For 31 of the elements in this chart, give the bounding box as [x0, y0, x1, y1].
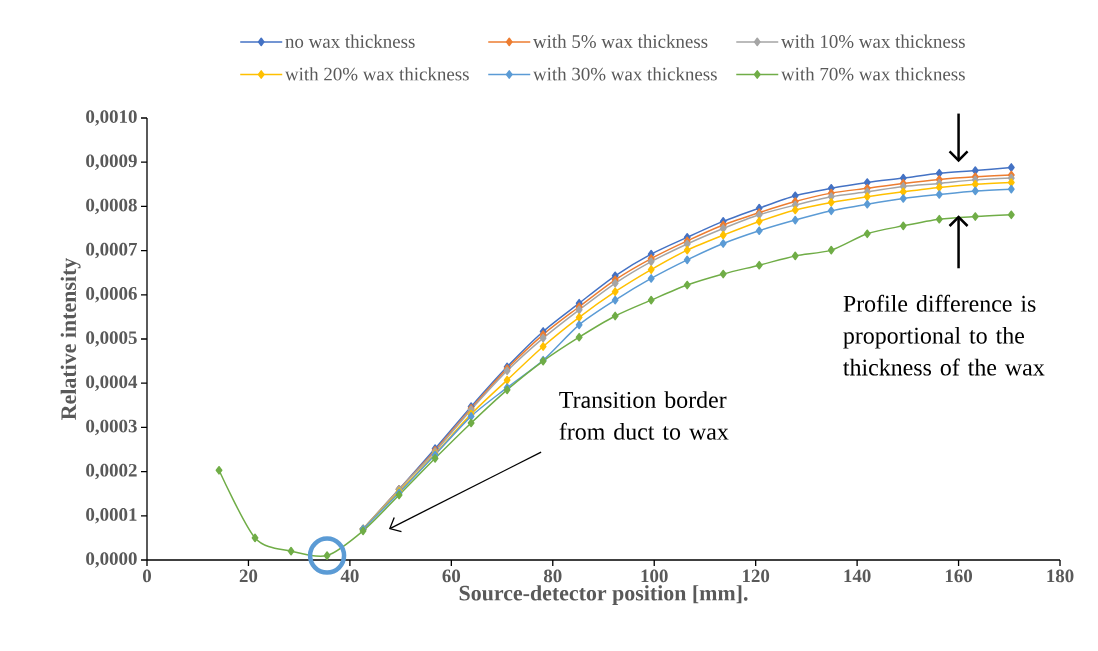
legend-label: no wax thickness: [285, 34, 415, 48]
legend-label: with 20% wax thickness: [284, 67, 469, 81]
annotation: Profile difference is proportional to the thickness of the wax: [843, 294, 1045, 376]
x-tick-label: 40: [340, 569, 359, 583]
annotation: Transition border from duct to wax: [559, 391, 729, 440]
y-tick-label: 0,0000: [86, 552, 137, 568]
x-tick-label: 100: [641, 569, 668, 583]
x-tick-label: 20: [239, 569, 258, 583]
y-tick-label: 0,0006: [86, 287, 137, 303]
y-tick-label: 0,0010: [86, 110, 137, 126]
legend-label: with 10% wax thickness: [781, 34, 965, 48]
y-tick-label: 0,0001: [86, 508, 137, 524]
y-tick-label: 0,0008: [86, 198, 137, 215]
legend-label: with 30% wax thickness: [533, 67, 717, 81]
x-tick-label: 180: [1047, 569, 1074, 583]
x-tick-label: 120: [742, 569, 770, 583]
x-tick-label: 0: [142, 569, 151, 583]
y-tick-label: 0,0003: [86, 419, 137, 436]
x-tick-label: 140: [844, 569, 871, 583]
y-tick-label: 0,0005: [86, 331, 137, 347]
y-tick-label: 0,0004: [86, 375, 138, 391]
y-tick-label: 0,0009: [86, 154, 137, 170]
x-tick-label: 160: [945, 569, 973, 583]
x-axis-title: Source-detector position [mm].: [459, 585, 748, 606]
x-tick-label: 60: [442, 569, 461, 583]
y-tick-label: 0,0007: [86, 242, 138, 259]
legend-label: with 5% wax thickness: [533, 34, 708, 48]
y-axis-title: Relative intensity: [60, 257, 81, 420]
x-tick-label: 80: [543, 569, 562, 583]
y-tick-label: 0,0002: [86, 463, 137, 480]
legend-label: with 70% wax thickness: [781, 67, 965, 81]
